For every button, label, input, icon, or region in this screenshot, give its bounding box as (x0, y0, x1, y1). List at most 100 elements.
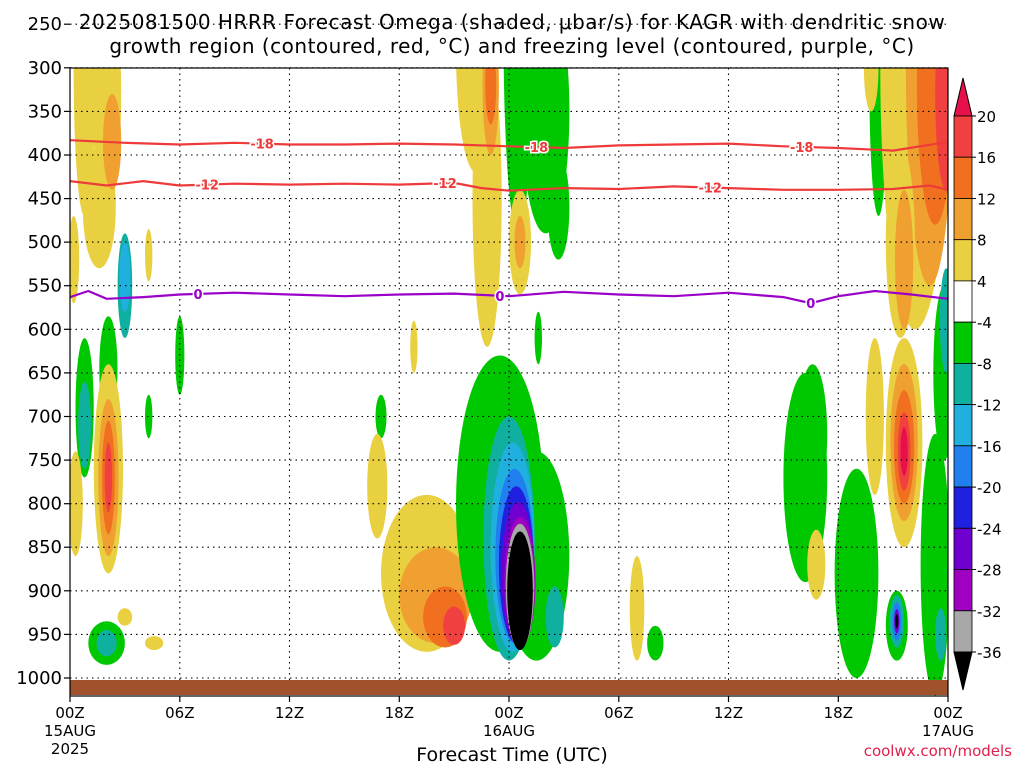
contour-label-2-1: 0 (495, 290, 504, 305)
omega-blob-66 (865, 338, 884, 495)
colorbar-label-1: 16 (977, 149, 996, 167)
omega-blob-46 (514, 215, 526, 269)
omega-blob-56 (507, 531, 533, 651)
colorbar: 20 16 12 8 4 -4 -8 -12 -16 -20 -24 -28 -32 -36 (953, 77, 1002, 691)
omega-blob-60 (647, 625, 664, 661)
ground-bar (70, 680, 948, 695)
colorbar-label-3: 8 (977, 232, 987, 250)
watermark: coolwx.com/models (863, 742, 1012, 760)
contour-label-2-0: 0 (193, 288, 202, 303)
omega-blob-64 (818, 0, 829, 33)
y-tick-label-650: 650 (28, 363, 62, 384)
y-tick-label-900: 900 (28, 581, 62, 602)
omega-blob-25 (145, 229, 153, 282)
colorbar-label-6: -8 (977, 355, 992, 373)
contour-line-0 (70, 139, 948, 152)
x-tick-date-24: 16AUG (483, 722, 535, 740)
y-tick-label-350: 350 (28, 101, 62, 122)
colorbar-top-triangle (953, 77, 973, 117)
x-tick-label-0: 00Z (55, 704, 84, 722)
omega-blob-27 (367, 433, 388, 539)
colorbar-segment-6 (953, 362, 973, 405)
y-tick-label-400: 400 (28, 145, 62, 166)
omega-blob-81 (900, 427, 908, 476)
x-tick-label-48: 00Z (933, 704, 962, 722)
colorbar-label-8: -16 (977, 438, 1002, 456)
omega-blob-57 (534, 311, 542, 365)
omega-blob-18 (70, 216, 80, 304)
omega-blob-59 (629, 556, 645, 661)
y-axis: 250 300 350 400 450 500 550 600 650 700 750 800 850 9… (16, 14, 70, 689)
x-tick-label-18: 18Z (385, 704, 414, 722)
contour-label-0-2: -18 (790, 141, 814, 156)
omega-blob-7 (143, 0, 158, 33)
x-tick-label-42: 18Z (824, 704, 853, 722)
x-tick-label-24: 00Z (494, 704, 523, 722)
colorbar-label-13: -36 (977, 644, 1002, 662)
omega-blob-5 (125, 0, 147, 24)
contour-label-0-0: -18 (250, 138, 274, 153)
x-tick-date-48: 17AUG (922, 722, 974, 740)
y-tick-label-250: 250 (28, 14, 62, 35)
omega-blob-22 (117, 608, 133, 626)
omega-blob-6 (88, 0, 99, 7)
x-tick-label-12: 12Z (275, 704, 304, 722)
omega-blob-32 (410, 320, 418, 373)
y-tick-label-300: 300 (28, 58, 62, 79)
y-tick-label-850: 850 (28, 537, 62, 558)
x-tick-label-36: 12Z (714, 704, 743, 722)
y-tick-label-600: 600 (28, 319, 62, 340)
omega-blob-65 (834, 468, 879, 678)
omega-blob-87 (920, 433, 948, 696)
colorbar-segment-11 (953, 569, 973, 612)
colorbar-segment-2 (953, 198, 973, 241)
omega-blob-43 (542, 0, 586, 59)
colorbar-segment-7 (953, 404, 973, 447)
x-tick-label-6: 06Z (165, 704, 194, 722)
contour-label-1-1: -12 (433, 177, 457, 192)
colorbar-segment-8 (953, 445, 973, 488)
colorbar-label-7: -12 (977, 397, 1002, 415)
colorbar-segment-12 (953, 610, 973, 653)
x-tick-date-0: 15AUG (44, 722, 96, 740)
omega-blob-26 (375, 394, 387, 439)
omega-blob-44 (547, 155, 570, 260)
omega-blob-36 (485, 68, 497, 125)
y-tick-label-550: 550 (28, 276, 62, 297)
contour-label-0-1: -18 (525, 141, 549, 156)
omega-blob-62 (798, 364, 828, 504)
contour-label-1-2: -12 (698, 182, 722, 197)
omega-blob-12 (78, 381, 91, 469)
colorbar-label-5: -4 (977, 314, 992, 332)
omega-blob-58 (545, 586, 564, 648)
colorbar-segment-0 (953, 115, 973, 158)
omega-blob-90 (939, 268, 948, 373)
contour-label-2-2: 0 (806, 297, 815, 312)
y-tick-label-700: 700 (28, 407, 62, 428)
omega-blob-63 (807, 529, 826, 600)
y-tick-label-800: 800 (28, 494, 62, 515)
colorbar-label-9: -20 (977, 479, 1002, 497)
omega-blob-21 (145, 636, 164, 651)
y-tick-label-500: 500 (28, 232, 62, 253)
colorbar-label-12: -32 (977, 603, 1002, 621)
x-axis-label: Forecast Time (UTC) (416, 744, 608, 766)
colorbar-segment-5 (953, 321, 973, 364)
colorbar-label-4: 4 (977, 273, 987, 291)
colorbar-segment-3 (953, 239, 973, 282)
omega-blob-74 (935, 68, 948, 190)
colorbar-segment-9 (953, 486, 973, 529)
omega-blob-76 (895, 189, 914, 330)
y-tick-label-750: 750 (28, 450, 62, 471)
contour-label-1-0: -12 (195, 179, 219, 194)
y-tick-label-950: 950 (28, 624, 62, 645)
contour-line-2 (70, 289, 948, 305)
temperature-contours: -18 -18 -18 -12 -12 -12 0 0 0 (70, 136, 948, 314)
chart-title-line2: growth region (contoured, red, °C) and f… (109, 34, 915, 58)
colorbar-segment-10 (953, 527, 973, 570)
omega-blob-70 (863, 68, 879, 112)
y-tick-label-1000: 1000 (16, 668, 62, 689)
omega-blob-31 (443, 606, 466, 645)
